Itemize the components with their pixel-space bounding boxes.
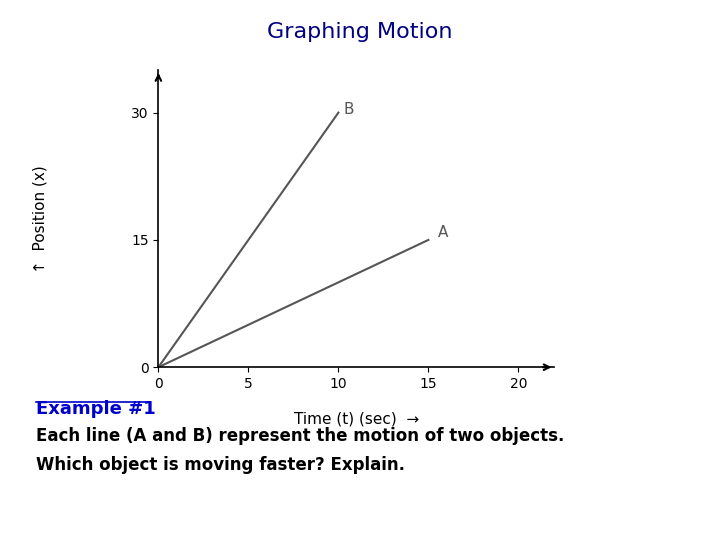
Text: B: B [344,102,354,117]
Text: Example #1: Example #1 [36,400,156,417]
Text: Which object is moving faster? Explain.: Which object is moving faster? Explain. [36,456,405,474]
Text: Time (t) (sec)  →: Time (t) (sec) → [294,411,419,427]
Text: Each line (A and B) represent the motion of two objects.: Each line (A and B) represent the motion… [36,427,564,444]
Text: Graphing Motion: Graphing Motion [267,22,453,42]
Text: ↑  Position (x): ↑ Position (x) [32,165,47,273]
Text: A: A [438,225,448,240]
